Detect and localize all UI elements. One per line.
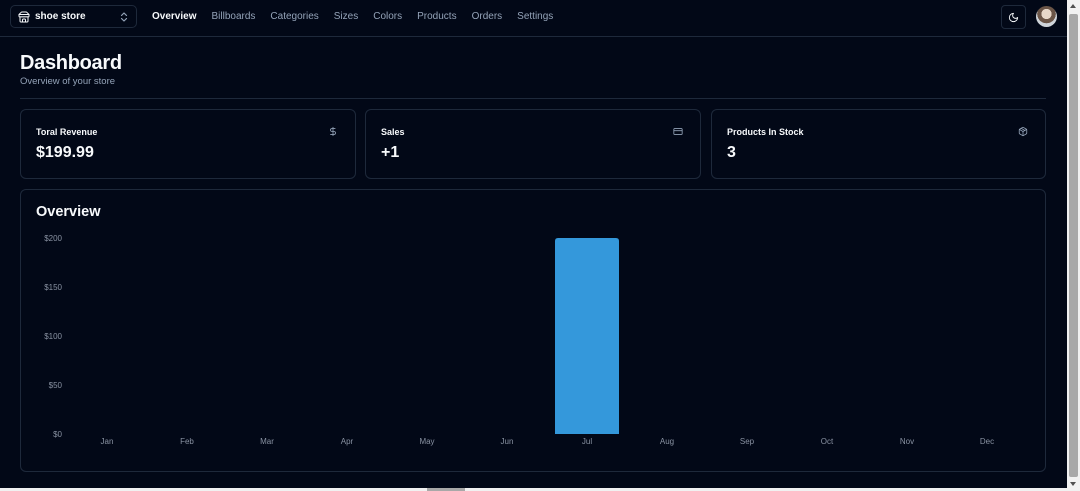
nav-link-overview[interactable]: Overview (152, 11, 197, 22)
store-icon (18, 11, 30, 23)
x-tick-label-may: May (419, 437, 434, 446)
main-nav: Overview Billboards Categories Sizes Col… (152, 11, 568, 22)
y-tick-label: $50 (49, 381, 63, 390)
store-name: shoe store (35, 11, 86, 22)
sales-card: Sales +1 (365, 109, 701, 179)
y-tick-label: $200 (44, 234, 62, 243)
y-tick-label: $150 (44, 283, 62, 292)
nav-link-orders[interactable]: Orders (471, 11, 503, 22)
x-tick-label-aug: Aug (660, 437, 674, 446)
total-revenue-card: Toral Revenue $199.99 (20, 109, 356, 179)
store-switcher-button[interactable]: shoe store (10, 5, 137, 28)
x-tick-label-jan: Jan (101, 437, 114, 446)
vertical-scrollbar[interactable] (1067, 0, 1080, 491)
x-tick-label-feb: Feb (180, 437, 194, 446)
overview-title: Overview (36, 204, 101, 220)
total-revenue-value: $199.99 (36, 144, 94, 161)
x-tick-label-apr: Apr (341, 437, 354, 446)
sales-value: +1 (381, 144, 400, 161)
x-tick-label-nov: Nov (900, 437, 914, 446)
package-icon (1018, 126, 1028, 137)
scrollbar-thumb[interactable] (1069, 14, 1078, 477)
y-tick-label: $100 (44, 332, 62, 341)
credit-card-icon (673, 126, 683, 137)
chevrons-up-down-icon (119, 11, 129, 23)
x-tick-label-dec: Dec (980, 437, 994, 446)
x-tick-label-sep: Sep (740, 437, 755, 446)
page-subtitle: Overview of your store (20, 76, 116, 87)
scroll-down-arrow-icon[interactable] (1070, 482, 1076, 486)
theme-toggle-button[interactable] (1001, 5, 1026, 29)
moon-icon (1008, 12, 1019, 22)
nav-link-settings[interactable]: Settings (517, 11, 554, 22)
x-tick-label-oct: Oct (821, 437, 834, 446)
nav-link-categories[interactable]: Categories (270, 11, 319, 22)
nav-link-billboards[interactable]: Billboards (211, 11, 256, 22)
nav-link-products[interactable]: Products (417, 11, 457, 22)
heading-separator (20, 98, 1046, 99)
chart-bar-jul (555, 238, 619, 434)
products-in-stock-value: 3 (727, 144, 736, 161)
user-avatar[interactable] (1036, 6, 1057, 27)
dollar-icon (328, 126, 338, 137)
scroll-up-arrow-icon[interactable] (1070, 4, 1076, 8)
overview-card (20, 189, 1046, 472)
total-revenue-title: Toral Revenue (36, 127, 98, 137)
page-heading: Dashboard Overview of your store (20, 51, 122, 87)
nav-link-sizes[interactable]: Sizes (333, 11, 359, 22)
products-in-stock-card: Products In Stock 3 (711, 109, 1046, 179)
x-tick-label-jun: Jun (501, 437, 514, 446)
horizontal-scrollbar[interactable] (0, 488, 1067, 491)
y-tick-label: $0 (53, 430, 62, 439)
sales-title: Sales (381, 127, 405, 137)
top-navbar: shoe store Overview Billboards Categorie… (0, 0, 1067, 37)
page-title: Dashboard (20, 52, 122, 74)
x-tick-label-jul: Jul (582, 437, 592, 446)
products-in-stock-title: Products In Stock (727, 127, 804, 137)
nav-link-colors[interactable]: Colors (373, 11, 403, 22)
horizontal-scrollbar-thumb[interactable] (427, 488, 465, 491)
x-tick-label-mar: Mar (260, 437, 274, 446)
